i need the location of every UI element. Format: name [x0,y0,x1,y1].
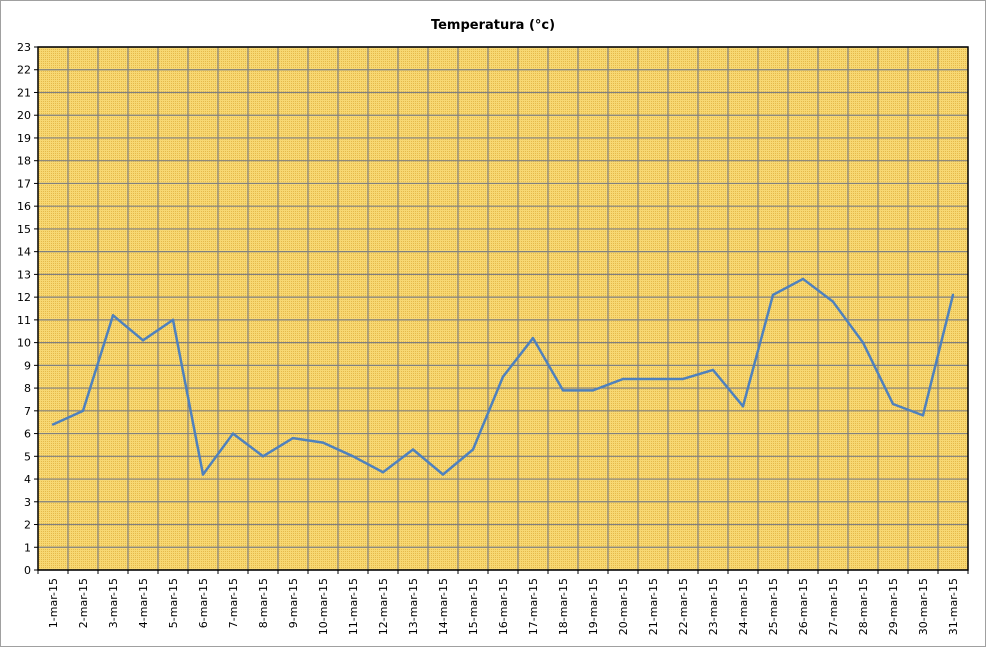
x-tick-label: 8-mar-15 [257,578,270,628]
x-tick-label: 17-mar-15 [527,578,540,635]
y-tick-label: 9 [24,359,31,372]
data-point [921,414,925,417]
x-tick-label: 1-mar-15 [47,578,60,628]
x-tick-label: 13-mar-15 [407,578,420,635]
series-layer [51,277,955,476]
data-point [711,368,715,372]
y-tick-label: 0 [24,564,31,577]
x-tick-label: 3-mar-15 [107,578,120,628]
x-tick-label: 7-mar-15 [227,578,240,628]
x-tick-label: 16-mar-15 [497,578,510,635]
y-tick-label: 22 [17,64,31,77]
y-tick-label: 2 [24,519,31,532]
data-point [831,300,835,303]
data-point [561,389,565,392]
y-tick-label: 6 [24,428,31,441]
x-tick-label: 22-mar-15 [677,578,690,635]
x-axis: 1-mar-15 2-mar-15 3-mar-15 4-mar-15 5-mar-15… [37,570,969,635]
x-tick-label: 31-mar-15 [947,578,960,635]
x-tick-label: 4-mar-15 [137,578,150,628]
y-tick-label: 20 [17,109,31,122]
y-tick-label: 10 [17,337,31,350]
x-tick-label: 29-mar-15 [887,578,900,635]
x-tick-label: 19-mar-15 [587,578,600,635]
data-point [141,339,145,342]
data-point [291,436,295,440]
y-tick-label: 12 [17,291,31,304]
x-tick-label: 20-mar-15 [617,578,630,635]
x-tick-label: 24-mar-15 [737,578,750,635]
x-tick-label: 28-mar-15 [857,578,870,635]
data-point [531,336,535,340]
data-point [501,375,505,378]
data-point [111,314,115,317]
data-point [261,455,265,458]
y-tick-label: 8 [24,382,31,395]
x-tick-label: 27-mar-15 [827,578,840,635]
plot-area [38,47,968,570]
data-point [621,377,625,381]
y-tick-label: 21 [17,86,31,99]
y-tick-label: 17 [17,177,31,190]
grid-lines [37,46,969,571]
data-point [861,341,865,344]
x-tick-label: 18-mar-15 [557,578,570,635]
x-tick-label: 14-mar-15 [437,578,450,635]
data-point [201,473,205,476]
x-tick-label: 9-mar-15 [287,578,300,628]
data-point [591,389,595,392]
plot-border [37,46,969,571]
y-tick-label: 7 [24,405,31,418]
y-tick-label: 14 [17,246,31,259]
data-point [771,293,775,297]
x-tick-label: 21-mar-15 [647,578,660,635]
chart-title: Temperatura (°c) [431,18,555,33]
y-tick-label: 19 [17,132,31,145]
y-tick-label: 15 [17,223,31,236]
y-tick-label: 3 [24,496,31,509]
data-point [51,423,55,426]
data-point [381,471,385,474]
data-point [471,448,475,451]
x-tick-label: 12-mar-15 [377,578,390,635]
x-tick-label: 30-mar-15 [917,578,930,635]
data-point [81,409,85,413]
x-tick-label: 26-mar-15 [797,578,810,635]
y-tick-label: 23 [17,41,31,54]
data-point [801,277,805,281]
data-point [411,448,415,451]
y-tick-label: 18 [17,155,31,168]
x-tick-label: 25-mar-15 [767,578,780,635]
x-tick-label: 15-mar-15 [467,578,480,635]
y-tick-label: 16 [17,200,31,213]
data-point [681,377,685,381]
x-tick-label: 23-mar-15 [707,578,720,635]
data-point [231,432,235,435]
y-tick-label: 13 [17,268,31,281]
x-tick-label: 2-mar-15 [77,578,90,628]
x-tick-label: 11-mar-15 [347,578,360,635]
x-tick-label: 5-mar-15 [167,578,180,628]
y-tick-label: 4 [24,473,31,486]
y-tick-label: 1 [24,541,31,554]
y-tick-label: 5 [24,450,31,463]
data-point [351,455,355,458]
x-tick-label: 10-mar-15 [317,578,330,635]
data-point [321,441,325,444]
data-point [951,293,955,297]
x-tick-label: 6-mar-15 [197,578,210,628]
data-point [171,318,175,322]
data-point [441,473,445,476]
data-point [741,405,745,408]
y-tick-label: 11 [17,314,31,327]
data-point [651,377,655,381]
data-point [891,402,895,406]
